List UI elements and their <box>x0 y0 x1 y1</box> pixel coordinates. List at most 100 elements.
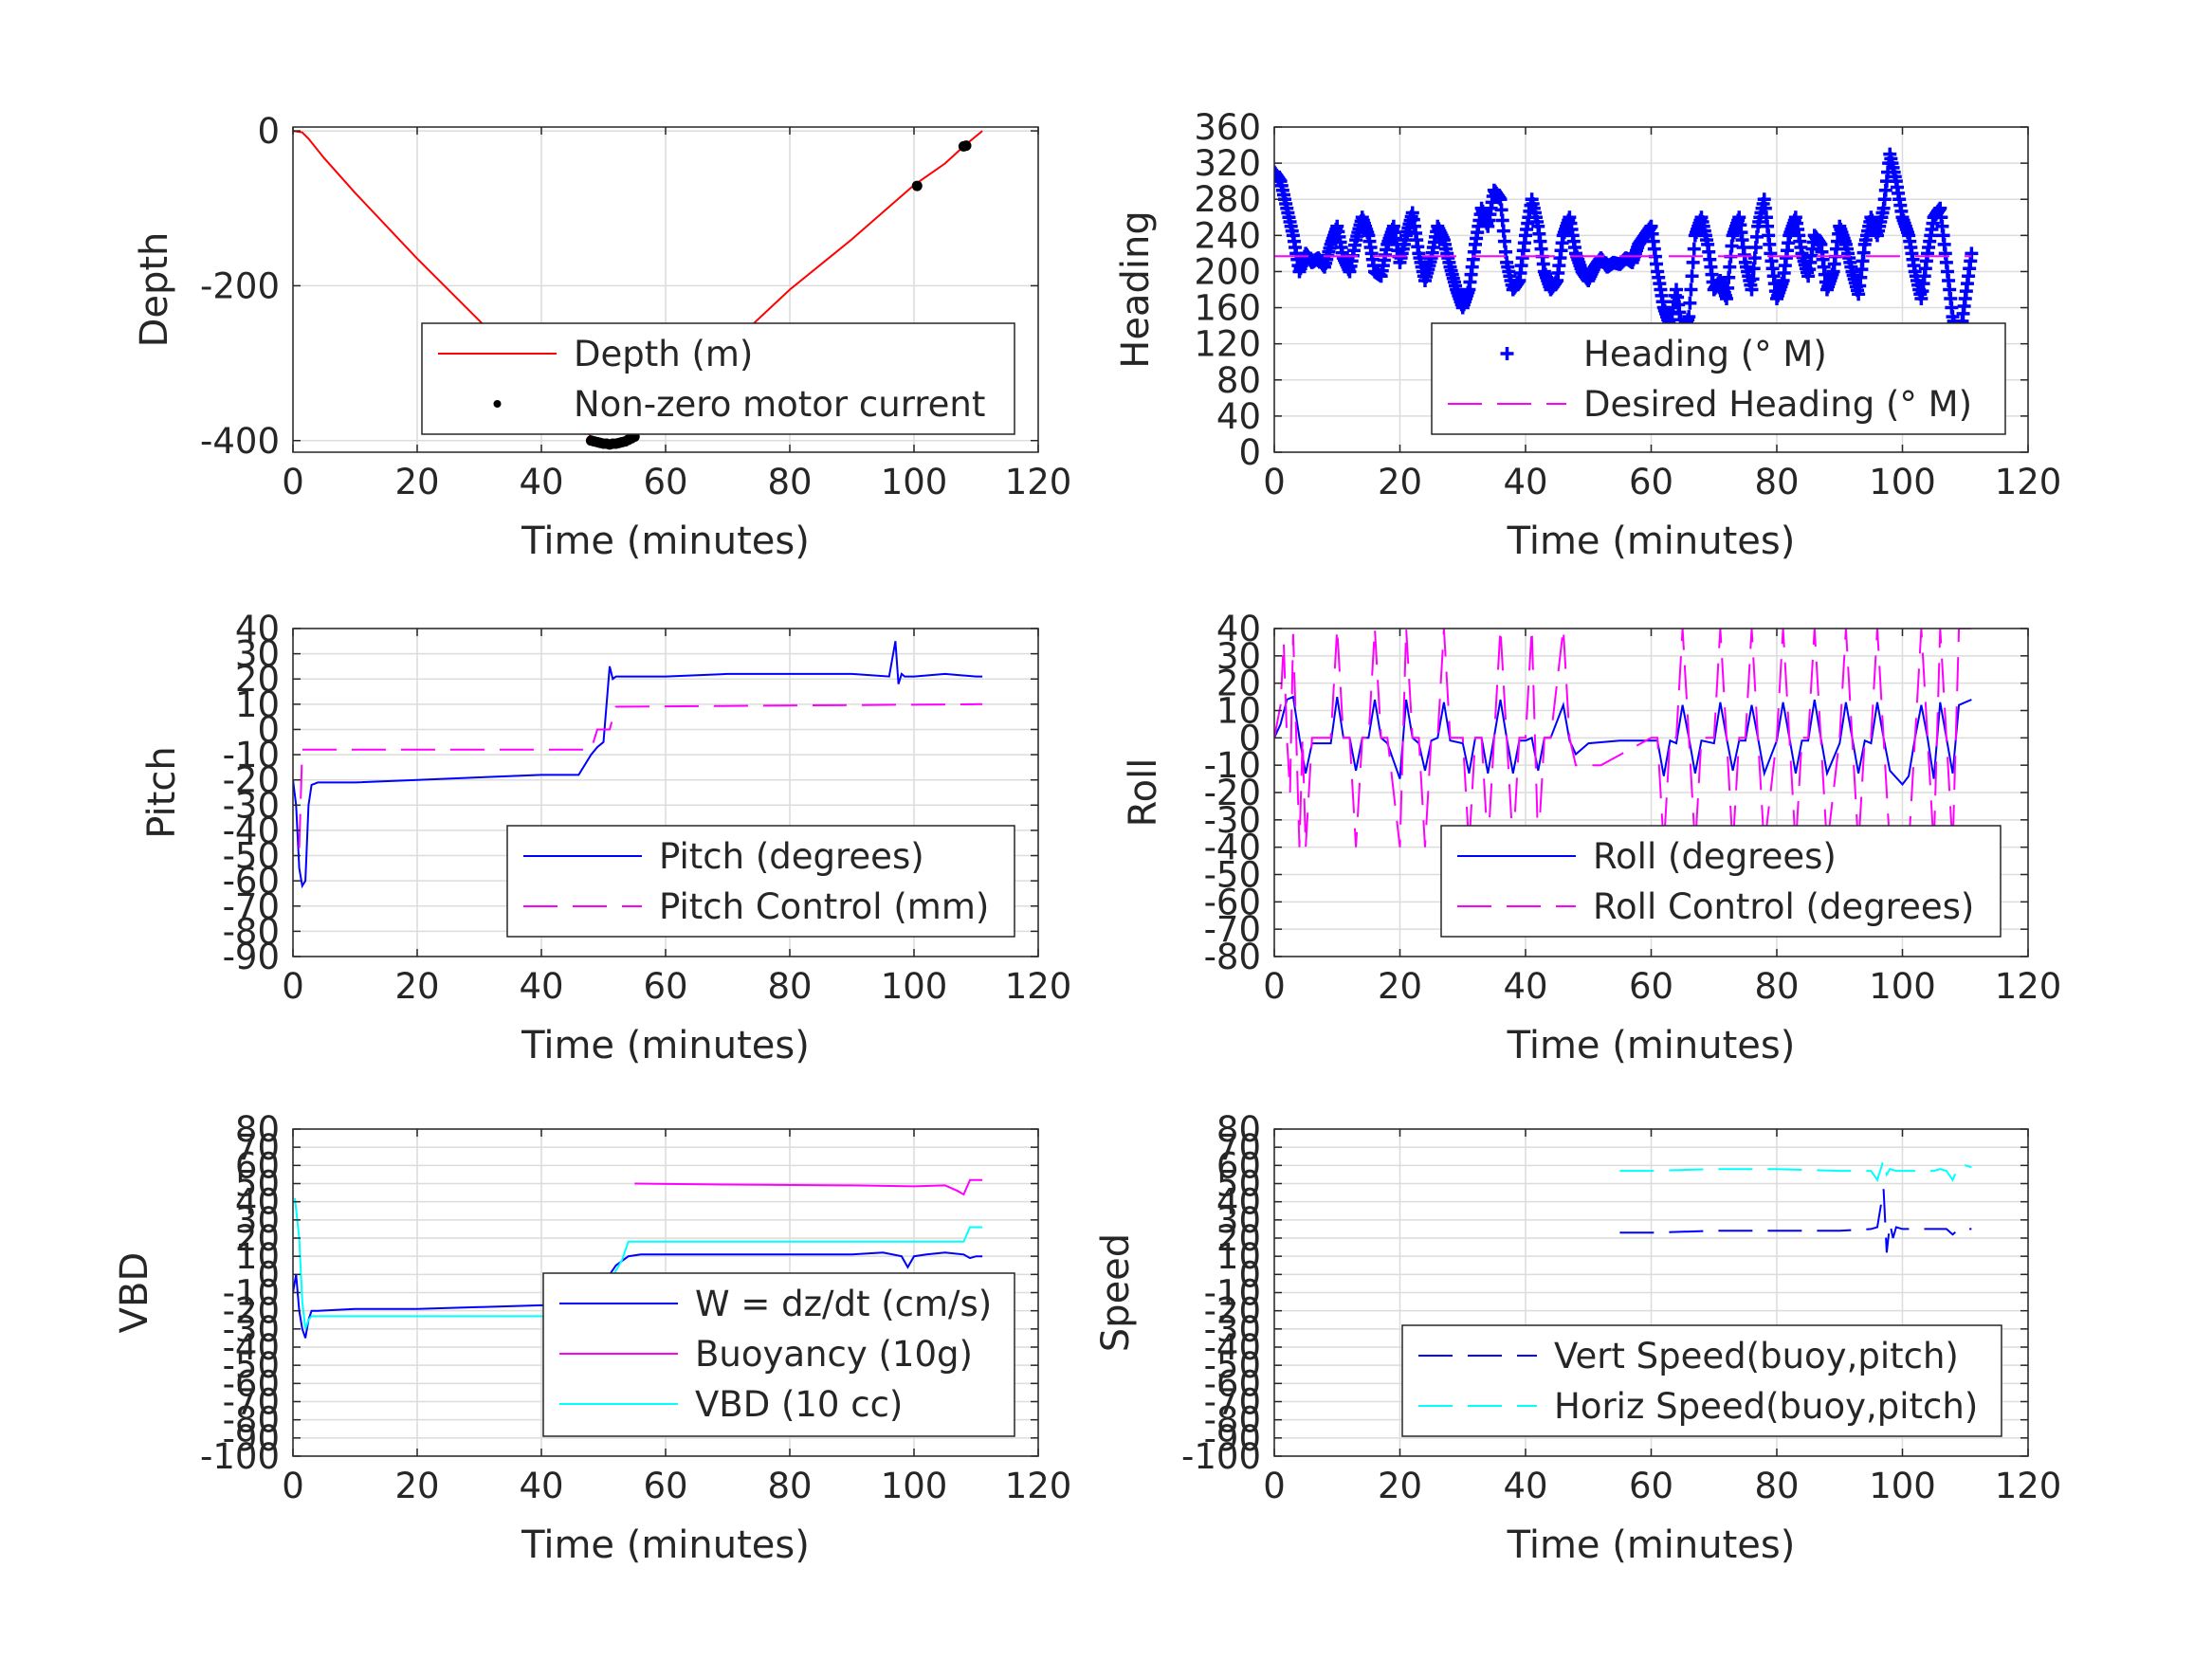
legend: Pitch (degrees) Pitch Control (mm) <box>506 825 1015 938</box>
ticks: 0 20 40 60 80 100 1200408012016020024028032036… <box>1194 107 2061 502</box>
y-tick-label: -90 <box>1204 1418 1261 1459</box>
legend-label: Horiz Speed(buoy,pitch) <box>1554 1386 1978 1427</box>
y-tick-label: -80 <box>223 1400 280 1441</box>
y-tick-label: 360 <box>1194 107 1261 148</box>
y-tick-label: 40 <box>1216 396 1261 437</box>
y-tick-label: -50 <box>223 1345 280 1386</box>
legend-swatch <box>493 400 502 408</box>
x-tick-label: 40 <box>519 462 563 502</box>
x-tick-label: 120 <box>1995 1466 2062 1506</box>
y-tick-label: -70 <box>1204 909 1261 950</box>
y-tick-label: -30 <box>223 785 280 826</box>
y-tick-label: 80 <box>235 1109 280 1150</box>
x-tick-label: 120 <box>1005 1466 1072 1506</box>
y-tick-label: -80 <box>1204 1400 1261 1441</box>
chart-pitch: 0 20 40 60 80 100 120403020100-10-20-30-40-50-… <box>140 609 1071 1067</box>
y-tick-label: -60 <box>1204 882 1261 922</box>
y-tick-label: 120 <box>1194 324 1261 365</box>
data-point <box>960 140 972 152</box>
legend-label: Roll Control (degrees) <box>1593 886 1974 927</box>
y-tick-label: -40 <box>1204 828 1261 868</box>
y-tick-label: -100 <box>200 1436 280 1477</box>
legend-label: Vert Speed(buoy,pitch) <box>1554 1336 1959 1376</box>
x-tick-label: 20 <box>394 1466 439 1506</box>
y-tick-label: -70 <box>223 886 280 927</box>
legend: Roll (degrees) Roll Control (degrees) <box>1440 825 2002 938</box>
series-group <box>1274 629 1972 848</box>
y-tick-label: 0 <box>1238 718 1261 758</box>
y-tick-label: 40 <box>235 1182 280 1223</box>
x-tick-label: 100 <box>1869 462 1936 502</box>
y-tick-label: 30 <box>1216 636 1261 677</box>
y-tick-label: -80 <box>223 911 280 952</box>
y-axis-label: VBD <box>113 1252 156 1334</box>
legend-label: Heading (° M) <box>1583 334 1827 374</box>
data-point <box>1682 310 1696 324</box>
x-tick-label: 60 <box>643 966 687 1007</box>
y-tick-label: -400 <box>200 421 280 462</box>
chart-speed: 0 20 40 60 80 100 12080706050403020100-10-20-3… <box>1094 1109 2061 1567</box>
chart-roll: 0 20 40 60 80 100 120403020100-10-20-30-40-50-… <box>1122 609 2061 1067</box>
y-tick-label: -20 <box>223 760 280 801</box>
ticks: 0 20 40 60 80 100 120403020100-10-20-30-40-50-… <box>1204 609 2062 1007</box>
y-tick-label: 70 <box>1216 1127 1261 1168</box>
x-tick-label: 100 <box>881 1466 948 1506</box>
series-w-dz-dt-cm-s-line <box>293 1251 983 1339</box>
y-tick-label: 60 <box>1216 1145 1261 1186</box>
y-tick-label: 80 <box>1216 360 1261 401</box>
data-point <box>1685 269 1699 283</box>
y-tick-label: -10 <box>223 1273 280 1314</box>
data-point <box>1684 283 1698 297</box>
y-tick-label: 20 <box>235 659 280 700</box>
x-tick-label: 60 <box>1629 462 1673 502</box>
y-tick-label: -90 <box>223 1418 280 1459</box>
series-group <box>1619 1156 1972 1253</box>
y-tick-label: 10 <box>235 684 280 725</box>
legend-label: Desired Heading (° M) <box>1583 384 1972 425</box>
legend-label: W = dz/dt (cm/s) <box>695 1284 992 1324</box>
legend-box <box>1401 1324 2002 1437</box>
legend-box <box>506 825 1015 938</box>
data-point <box>1686 255 1700 269</box>
x-axis-label: Time (minutes) <box>521 1523 810 1567</box>
x-tick-label: 40 <box>519 966 563 1007</box>
y-tick-label: 10 <box>235 1236 280 1277</box>
legend-box <box>421 322 1015 435</box>
x-tick-label: 120 <box>1005 966 1072 1007</box>
series-vert-speed-buoy-pitch-line <box>1619 1189 1972 1253</box>
y-tick-label: 200 <box>1194 251 1261 292</box>
series-horiz-speed-buoy-pitch-line <box>1619 1156 1972 1182</box>
x-tick-label: 80 <box>767 462 812 502</box>
x-tick-label: 80 <box>767 1466 812 1506</box>
y-tick-label: -40 <box>223 811 280 851</box>
y-tick-label: 10 <box>1216 691 1261 732</box>
x-tick-label: 80 <box>767 966 812 1007</box>
x-axis-label: Time (minutes) <box>1507 1523 1796 1567</box>
x-tick-label: 80 <box>1754 966 1799 1007</box>
y-tick-label: -60 <box>223 861 280 902</box>
chart-depth: 0 20 40 60 80 100 120 0 -200 -400 Time (minutes) De… <box>133 111 1071 563</box>
y-tick-label: -30 <box>223 1309 280 1350</box>
y-tick-label: 0 <box>1238 1254 1261 1295</box>
series-heading-m <box>1274 147 1979 351</box>
y-tick-label: -100 <box>1181 1436 1261 1477</box>
y-tick-label: 70 <box>235 1127 280 1168</box>
series-roll-degrees-line <box>1274 695 1972 786</box>
series-pitch-control-mm-line <box>298 702 983 848</box>
series-group <box>1274 147 1979 351</box>
y-tick-label: 40 <box>1216 1182 1261 1223</box>
data-point <box>1683 296 1697 310</box>
x-tick-label: 80 <box>1754 462 1799 502</box>
y-axis-label: Depth <box>133 232 176 348</box>
x-axis-label: Time (minutes) <box>1507 1024 1796 1067</box>
x-tick-label: 20 <box>1378 966 1422 1007</box>
y-tick-label: 0 <box>257 709 280 750</box>
x-axis-label: Time (minutes) <box>1507 520 1796 563</box>
y-tick-label: -80 <box>1204 937 1261 977</box>
x-tick-label: 60 <box>1629 1466 1673 1506</box>
y-axis-label: Speed <box>1094 1233 1138 1352</box>
y-axis-label: Pitch <box>140 746 184 838</box>
y-tick-label: 320 <box>1194 143 1261 184</box>
legend: Vert Speed(buoy,pitch) Horiz Speed(buoy,p… <box>1401 1324 2002 1437</box>
